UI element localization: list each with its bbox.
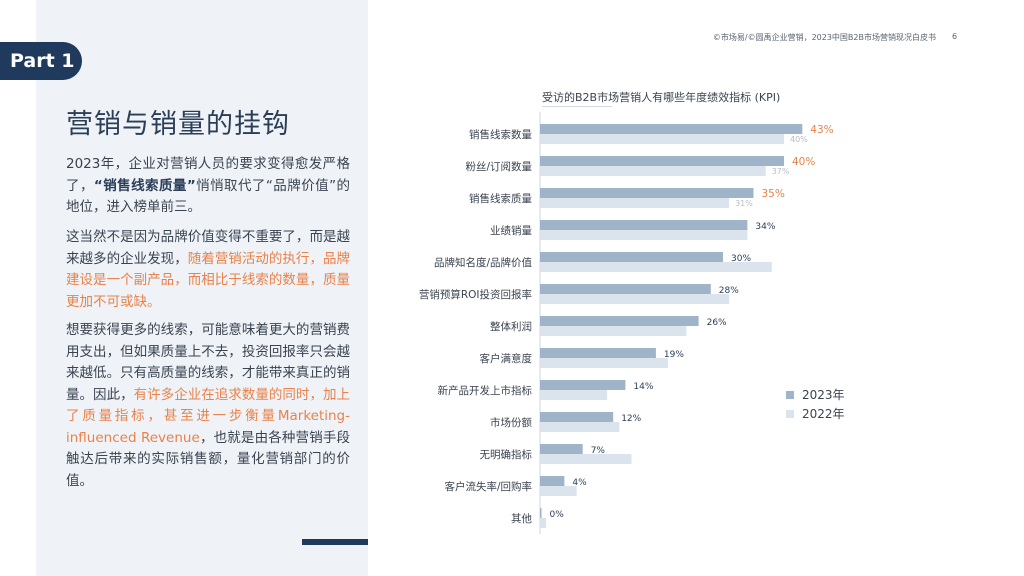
bar-2022 bbox=[540, 198, 730, 208]
bar-2022 bbox=[540, 294, 730, 304]
category-label: 销售线索数量 bbox=[469, 128, 532, 141]
bar-2022 bbox=[540, 326, 687, 336]
category-label: 营销预算ROI投资回报率 bbox=[419, 288, 532, 301]
category-label: 无明确指标 bbox=[480, 448, 533, 461]
legend-item-2022: 2022年 bbox=[786, 405, 845, 422]
category-label: 市场份额 bbox=[490, 416, 532, 429]
bar-2023 bbox=[540, 476, 565, 486]
bar-2022 bbox=[540, 134, 784, 144]
paragraph-1: 2023年，企业对营销人员的要求变得愈发严格了，“销售线索质量”悄悄取代了“品牌… bbox=[66, 154, 350, 219]
category-label: 销售线索质量 bbox=[469, 192, 532, 205]
data-label-2022: 37% bbox=[772, 167, 790, 176]
bar-2023 bbox=[540, 156, 784, 166]
bar-2023 bbox=[540, 508, 542, 518]
chart-title: 受访的B2B市场营销人有哪些年度绩效指标 (KPI) bbox=[542, 91, 781, 104]
legend-swatch-2022 bbox=[786, 409, 794, 418]
paragraph-3: 想要获得更多的线索，可能意味着更大的营销费用支出，但如果质量上不去，投资回报率只… bbox=[66, 320, 350, 492]
bar-2023 bbox=[540, 412, 614, 422]
page-title: 营销与销量的挂钩 bbox=[66, 109, 290, 140]
data-label-2023: 0% bbox=[550, 510, 565, 520]
data-label-2023: 40% bbox=[792, 156, 815, 168]
bar-2023 bbox=[540, 380, 626, 390]
category-label: 业绩销量 bbox=[490, 224, 532, 237]
legend-label-2022: 2022年 bbox=[802, 407, 845, 421]
bar-2022 bbox=[540, 422, 620, 432]
bar-2023 bbox=[540, 252, 723, 262]
bar-2022 bbox=[540, 390, 608, 400]
paragraph-2-highlight: 随着营销活动的执行，品牌建设是一个副产品，而相比于线索的数量，质量更加不可或缺。 bbox=[66, 250, 351, 310]
data-label-2023: 4% bbox=[572, 478, 587, 488]
bar-2022 bbox=[540, 454, 632, 464]
source-citation: ©市场易/©圆禹企业营销，2023中国B2B市场营销现况白皮书 bbox=[712, 33, 936, 42]
page-number: 6 bbox=[952, 32, 958, 41]
bar-2023 bbox=[540, 124, 803, 134]
bar-2022 bbox=[540, 230, 748, 240]
part-label-tab: Part 1 bbox=[0, 42, 82, 80]
data-label-2022: 40% bbox=[790, 135, 808, 144]
paragraph-3-text-c: ，也就是由各种营销手段触达后带来的实际销售额，量化营销部门的价值。 bbox=[66, 429, 351, 489]
bar-2023 bbox=[540, 284, 711, 294]
left-text-panel bbox=[36, 0, 368, 576]
category-label: 粉丝/订阅数量 bbox=[465, 160, 532, 173]
data-label-2023: 14% bbox=[633, 382, 653, 392]
category-label: 新产品开发上市指标 bbox=[438, 384, 533, 397]
bar-2023 bbox=[540, 348, 656, 358]
paragraph-3-text-a: 想要获得更多的线索，可能意味着更大的营销费用支出，但如果质量上不去，投资回报率只… bbox=[66, 322, 350, 403]
bar-2022 bbox=[540, 358, 669, 368]
bar-2022 bbox=[540, 486, 577, 496]
paragraph-1-text-a: 2023年，企业对营销人员的要求变得愈发严格了， bbox=[66, 156, 350, 194]
data-label-2023: 43% bbox=[810, 124, 833, 136]
legend-label-2023: 2023年 bbox=[802, 388, 845, 402]
bar-2022 bbox=[540, 262, 772, 272]
bar-2023 bbox=[540, 316, 699, 326]
paragraph-2-text-a: 这当然不是因为品牌价值变得不重要了，而是越来越多的企业发现， bbox=[66, 229, 350, 267]
category-label: 客户流失率/回购率 bbox=[444, 480, 532, 493]
bar-2022 bbox=[540, 518, 547, 528]
data-label-2023: 30% bbox=[731, 254, 751, 264]
paragraph-1-text-c: 悄悄取代了“品牌价值”的地位，进入榜单前三。 bbox=[66, 177, 351, 216]
category-label: 整体利润 bbox=[490, 320, 532, 333]
paragraph-3-highlight: 有许多企业在追求数量的同时，加上了质量指标，甚至进一步衡量Marketing-i… bbox=[66, 386, 350, 446]
bar-2022 bbox=[540, 166, 766, 176]
data-label-2023: 19% bbox=[664, 350, 684, 360]
chart-title-underline bbox=[542, 106, 612, 107]
legend-item-2023: 2023年 bbox=[786, 386, 845, 403]
data-label-2023: 34% bbox=[755, 222, 775, 232]
paragraph-1-emphasis: “销售线索质量” bbox=[93, 177, 196, 194]
kpi-bar-chart: 销售线索数量 43%40%粉丝/订阅数量 40%37%销售线索质量 35%31%业绩销… bbox=[419, 112, 834, 534]
category-label: 其他 bbox=[511, 512, 532, 525]
bar-2023 bbox=[540, 188, 754, 198]
data-label-2023: 26% bbox=[707, 318, 727, 328]
data-label-2022: 31% bbox=[735, 199, 753, 208]
paragraph-2: 这当然不是因为品牌价值变得不重要了，而是越来越多的企业发现，随着营销活动的执行，… bbox=[66, 227, 350, 313]
chart-legend: 2023年 2022年 bbox=[786, 386, 845, 424]
bar-2023 bbox=[540, 444, 583, 454]
category-label: 客户满意度 bbox=[480, 352, 533, 365]
data-label-2023: 12% bbox=[621, 414, 641, 424]
data-label-2023: 35% bbox=[762, 188, 785, 200]
data-label-2023: 28% bbox=[719, 286, 739, 296]
legend-swatch-2023 bbox=[786, 390, 794, 399]
accent-bar bbox=[302, 539, 368, 545]
category-label: 品牌知名度/品牌价值 bbox=[434, 256, 533, 269]
bar-2023 bbox=[540, 220, 748, 230]
data-label-2023: 7% bbox=[591, 446, 606, 456]
